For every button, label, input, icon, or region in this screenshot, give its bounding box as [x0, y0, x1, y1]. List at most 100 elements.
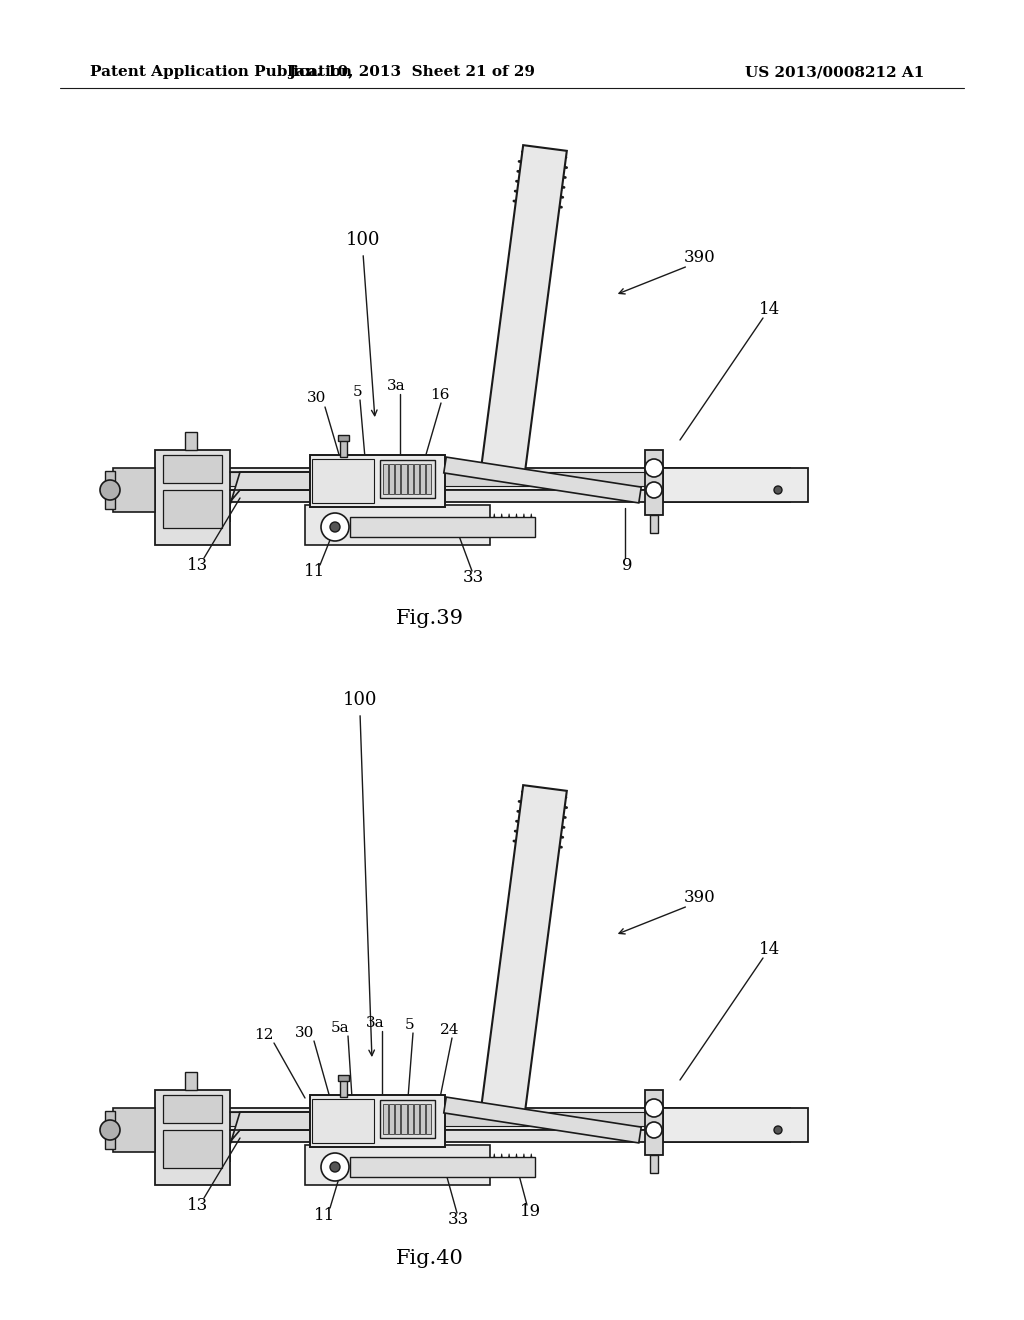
- Bar: [155, 1130, 790, 1142]
- Polygon shape: [443, 1097, 641, 1143]
- Text: 12: 12: [254, 1028, 273, 1041]
- Bar: [380, 459, 435, 498]
- Bar: [163, 455, 222, 483]
- Bar: [650, 515, 658, 533]
- Bar: [310, 1096, 445, 1147]
- Circle shape: [330, 1162, 340, 1172]
- Text: US 2013/0008212 A1: US 2013/0008212 A1: [745, 65, 925, 79]
- Bar: [305, 506, 490, 545]
- Bar: [163, 1096, 222, 1123]
- Text: 30: 30: [307, 391, 327, 405]
- Bar: [305, 1144, 490, 1185]
- Text: Fig.40: Fig.40: [396, 1249, 464, 1267]
- Text: 5: 5: [353, 385, 362, 399]
- Bar: [663, 1107, 808, 1142]
- Bar: [350, 1158, 535, 1177]
- Text: 14: 14: [760, 301, 780, 318]
- Circle shape: [330, 521, 340, 532]
- Text: Patent Application Publication: Patent Application Publication: [90, 65, 352, 79]
- Bar: [414, 1104, 419, 1134]
- Bar: [383, 465, 388, 494]
- Text: 5a: 5a: [331, 1020, 349, 1035]
- Bar: [185, 1072, 197, 1090]
- Bar: [155, 490, 790, 502]
- Bar: [105, 471, 115, 510]
- Text: 14: 14: [760, 941, 780, 958]
- Text: Fig.39: Fig.39: [396, 609, 464, 627]
- Bar: [155, 469, 790, 490]
- Bar: [185, 432, 197, 450]
- Bar: [420, 465, 425, 494]
- Text: 100: 100: [343, 690, 377, 709]
- Text: 11: 11: [304, 564, 326, 581]
- Bar: [414, 465, 419, 494]
- Circle shape: [100, 1119, 120, 1140]
- Text: 390: 390: [684, 249, 716, 267]
- Bar: [160, 473, 785, 486]
- Bar: [408, 1104, 413, 1134]
- Circle shape: [646, 482, 662, 498]
- Bar: [113, 1107, 155, 1152]
- Bar: [105, 1111, 115, 1148]
- Bar: [645, 1090, 663, 1155]
- Bar: [163, 1130, 222, 1168]
- Bar: [408, 465, 413, 494]
- Circle shape: [646, 1122, 662, 1138]
- Bar: [350, 517, 535, 537]
- Bar: [389, 1104, 394, 1134]
- Bar: [420, 1104, 425, 1134]
- Text: 11: 11: [314, 1206, 336, 1224]
- Bar: [401, 465, 407, 494]
- Polygon shape: [230, 473, 310, 521]
- Text: 30: 30: [295, 1026, 314, 1040]
- Bar: [426, 1104, 431, 1134]
- Bar: [340, 440, 347, 457]
- Bar: [401, 1104, 407, 1134]
- Polygon shape: [480, 785, 567, 1121]
- Bar: [338, 436, 349, 441]
- Circle shape: [321, 1152, 349, 1181]
- Text: 3a: 3a: [387, 379, 406, 393]
- Bar: [310, 455, 445, 507]
- Bar: [395, 465, 400, 494]
- Circle shape: [321, 513, 349, 541]
- Bar: [312, 459, 374, 503]
- Text: 19: 19: [519, 1204, 541, 1221]
- Bar: [113, 469, 155, 512]
- Bar: [389, 465, 394, 494]
- Text: 100: 100: [346, 231, 380, 249]
- Circle shape: [645, 459, 663, 477]
- Text: 5: 5: [406, 1018, 415, 1032]
- Text: 13: 13: [187, 1196, 209, 1213]
- Text: 24: 24: [440, 1023, 460, 1038]
- Circle shape: [100, 480, 120, 500]
- Circle shape: [645, 1100, 663, 1117]
- Bar: [650, 1155, 658, 1173]
- Text: 16: 16: [430, 388, 450, 403]
- Bar: [663, 469, 808, 502]
- Text: Jan. 10, 2013  Sheet 21 of 29: Jan. 10, 2013 Sheet 21 of 29: [289, 65, 536, 79]
- Bar: [155, 1090, 230, 1185]
- Text: 13: 13: [187, 557, 209, 573]
- Polygon shape: [230, 1111, 310, 1162]
- Text: 33: 33: [447, 1212, 469, 1229]
- Bar: [380, 1100, 435, 1138]
- Bar: [155, 450, 230, 545]
- Bar: [312, 1100, 374, 1143]
- Bar: [163, 490, 222, 528]
- Bar: [645, 450, 663, 515]
- Circle shape: [774, 486, 782, 494]
- Bar: [338, 1074, 349, 1081]
- Text: 3a: 3a: [366, 1016, 384, 1030]
- Bar: [340, 1078, 347, 1097]
- Bar: [160, 1111, 785, 1126]
- Bar: [395, 1104, 400, 1134]
- Text: 9: 9: [622, 557, 632, 573]
- Bar: [426, 465, 431, 494]
- Text: 390: 390: [684, 890, 716, 907]
- Bar: [383, 1104, 388, 1134]
- Circle shape: [774, 1126, 782, 1134]
- Polygon shape: [443, 457, 641, 503]
- Bar: [155, 1107, 790, 1130]
- Text: 33: 33: [463, 569, 483, 586]
